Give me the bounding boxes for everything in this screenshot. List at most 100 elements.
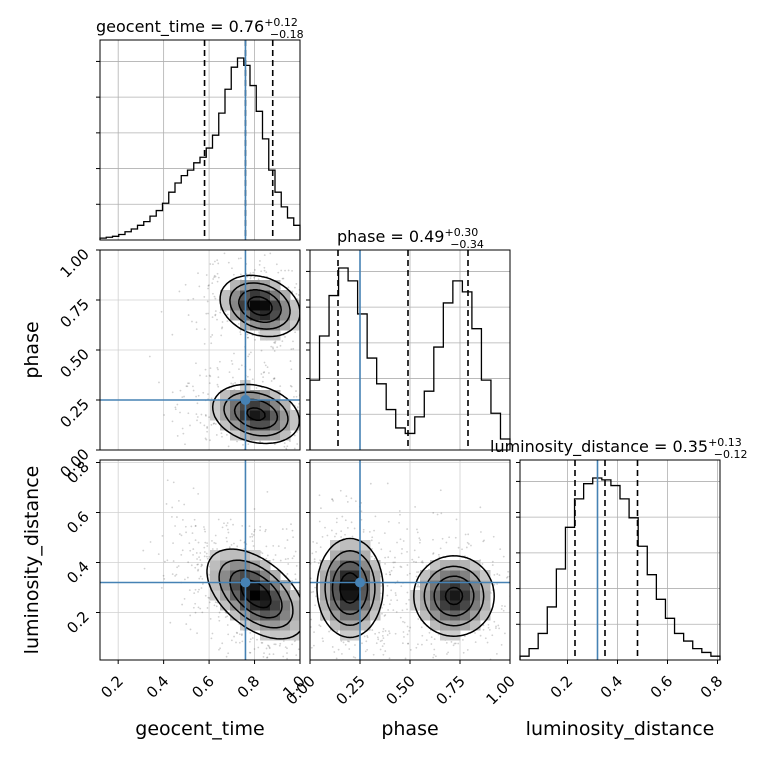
sample-point bbox=[195, 395, 197, 398]
sample-point bbox=[377, 673, 379, 675]
sample-point bbox=[253, 508, 256, 510]
sample-point bbox=[313, 305, 315, 307]
sample-point bbox=[266, 554, 269, 557]
sample-point bbox=[303, 434, 305, 436]
sample-point bbox=[242, 443, 244, 446]
density-cell bbox=[480, 600, 491, 611]
sample-point bbox=[172, 542, 174, 545]
sample-point bbox=[322, 642, 324, 644]
sample-point bbox=[251, 378, 254, 381]
density-cell bbox=[260, 590, 271, 601]
sample-point bbox=[301, 593, 303, 595]
y-tick-label: 0.75 bbox=[56, 295, 92, 331]
sample-point bbox=[304, 582, 306, 584]
sample-point bbox=[303, 284, 305, 286]
density-cell bbox=[450, 630, 461, 641]
sample-point bbox=[224, 616, 227, 619]
sample-point bbox=[317, 625, 319, 627]
sample-point bbox=[306, 428, 308, 430]
density-cell bbox=[470, 610, 481, 621]
sample-point bbox=[354, 668, 356, 670]
density-cell bbox=[420, 570, 431, 581]
sample-point bbox=[214, 310, 217, 312]
sample-point bbox=[306, 647, 308, 649]
density-cell bbox=[220, 570, 231, 581]
sample-point bbox=[251, 535, 254, 538]
sample-point bbox=[209, 439, 211, 442]
sample-point bbox=[291, 643, 294, 646]
density-cell bbox=[230, 400, 241, 411]
density-cell bbox=[430, 570, 441, 581]
sample-point bbox=[174, 575, 177, 577]
density-cell bbox=[220, 600, 231, 611]
sample-point bbox=[192, 297, 195, 300]
sample-point bbox=[307, 628, 309, 630]
sample-point bbox=[177, 500, 180, 502]
sample-point bbox=[479, 506, 482, 509]
sample-point bbox=[502, 609, 505, 612]
density-cell bbox=[280, 590, 291, 601]
sample-point bbox=[273, 668, 275, 670]
sample-point bbox=[190, 564, 193, 567]
sample-point bbox=[467, 533, 470, 536]
sample-point bbox=[209, 367, 212, 370]
sample-point bbox=[206, 607, 209, 609]
sample-point bbox=[273, 377, 276, 379]
density-cell bbox=[290, 310, 300, 321]
sample-point bbox=[208, 597, 211, 599]
sample-point bbox=[294, 550, 297, 553]
sample-point bbox=[237, 322, 240, 325]
x-tick-label: 0.6 bbox=[188, 672, 218, 702]
sample-point bbox=[217, 615, 220, 618]
sample-point bbox=[319, 437, 321, 439]
density-cell bbox=[270, 390, 281, 401]
sample-point bbox=[326, 534, 329, 537]
sample-point bbox=[213, 541, 216, 544]
sample-point bbox=[362, 528, 365, 531]
sample-point bbox=[312, 590, 315, 593]
sample-point bbox=[432, 512, 435, 514]
sample-point bbox=[346, 527, 349, 529]
sample-point bbox=[259, 529, 261, 532]
sample-point bbox=[331, 672, 333, 674]
sample-point bbox=[300, 619, 302, 621]
density-cell bbox=[350, 560, 361, 571]
sample-point bbox=[213, 295, 216, 298]
sample-point bbox=[211, 316, 214, 319]
sample-point bbox=[437, 633, 440, 636]
sample-point bbox=[192, 389, 195, 392]
sample-point bbox=[380, 548, 383, 551]
sample-point bbox=[430, 636, 433, 639]
sample-point bbox=[301, 315, 303, 317]
sample-point bbox=[428, 631, 431, 634]
sample-point bbox=[226, 469, 228, 471]
sample-point bbox=[316, 438, 318, 440]
sample-point bbox=[353, 527, 356, 530]
sample-point bbox=[302, 448, 304, 450]
sample-point bbox=[312, 357, 314, 359]
sample-point bbox=[304, 410, 306, 412]
sample-point bbox=[321, 396, 323, 398]
sample-point bbox=[207, 312, 209, 315]
sample-point bbox=[251, 540, 254, 543]
density-cell bbox=[220, 300, 231, 311]
sample-point bbox=[304, 304, 306, 306]
contour-line bbox=[206, 548, 300, 640]
sample-point bbox=[506, 575, 509, 578]
density-cell bbox=[230, 280, 241, 291]
density-cell bbox=[250, 420, 261, 431]
sample-point bbox=[258, 333, 261, 336]
sample-point bbox=[504, 605, 506, 608]
sample-point bbox=[314, 604, 317, 607]
sample-point bbox=[303, 426, 305, 428]
sample-point bbox=[197, 563, 200, 566]
y-tick-label: 0.4 bbox=[63, 558, 93, 588]
sample-point bbox=[366, 648, 369, 651]
density-cell bbox=[290, 320, 300, 331]
sample-point bbox=[514, 581, 516, 583]
sample-point bbox=[303, 631, 305, 633]
density-cell bbox=[420, 580, 431, 591]
density-cell bbox=[430, 620, 441, 631]
density-cell bbox=[260, 320, 271, 331]
sample-point bbox=[307, 473, 309, 475]
